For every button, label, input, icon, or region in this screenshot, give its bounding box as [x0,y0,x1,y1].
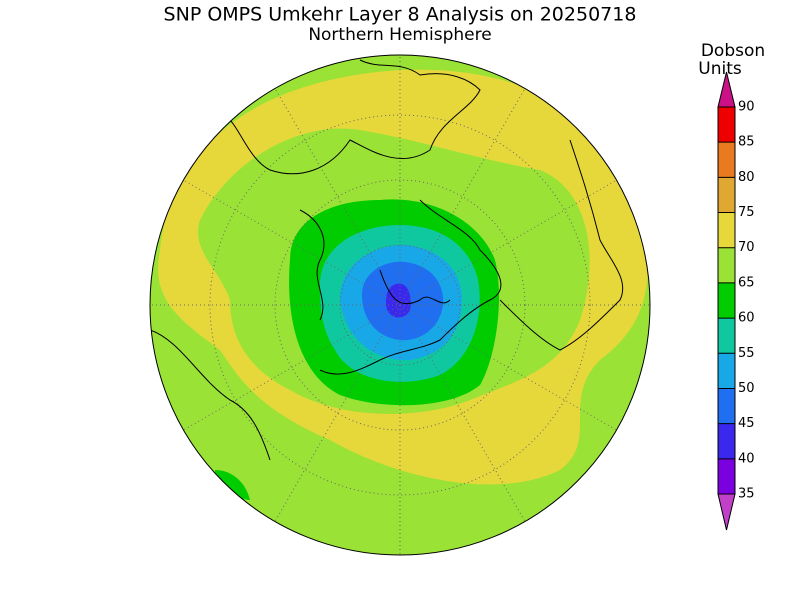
colorbar-tick-label: 40 [738,451,755,466]
colorbar-segment [718,142,735,177]
colorbar-tick-label: 80 [738,170,755,185]
colorbar-under [718,494,735,530]
colorbar-tick-label: 65 [738,275,755,290]
field [386,284,411,318]
colorbar-segment [718,318,735,353]
colorbar-tick-label: 90 [738,100,755,115]
colorbar-tick-label: 55 [738,346,755,361]
colorbar-segment [718,283,735,318]
colorbar-label: Units [698,59,742,79]
colorbar: 35 40 45 50 55 60 65 70 75 80 85 90 [718,72,755,530]
colorbar-tick-label: 50 [738,381,755,396]
colorbar-segment [718,424,735,459]
subtitle: Northern Hemisphere [308,25,491,45]
colorbar-tick-label: 70 [738,240,755,255]
colorbar-segment [718,388,735,423]
colorbar-segment [718,459,735,494]
colorbar-segment [718,353,735,388]
map [140,45,660,570]
colorbar-tick-label: 60 [738,311,755,326]
colorbar-segment [718,213,735,248]
colorbar-segment [718,177,735,212]
colorbar-tick-label: 45 [738,416,755,431]
colorbar-segment [718,248,735,283]
colorbar-tick-label: 75 [738,205,755,220]
colorbar-label: Dobson [701,41,765,61]
title: SNP OMPS Umkehr Layer 8 Analysis on 2025… [164,4,637,26]
colorbar-segment [718,107,735,142]
colorbar-tick-label: 85 [738,135,755,150]
colorbar-tick-label: 35 [738,487,755,502]
page: SNP OMPS Umkehr Layer 8 Analysis on 2025… [0,0,800,600]
